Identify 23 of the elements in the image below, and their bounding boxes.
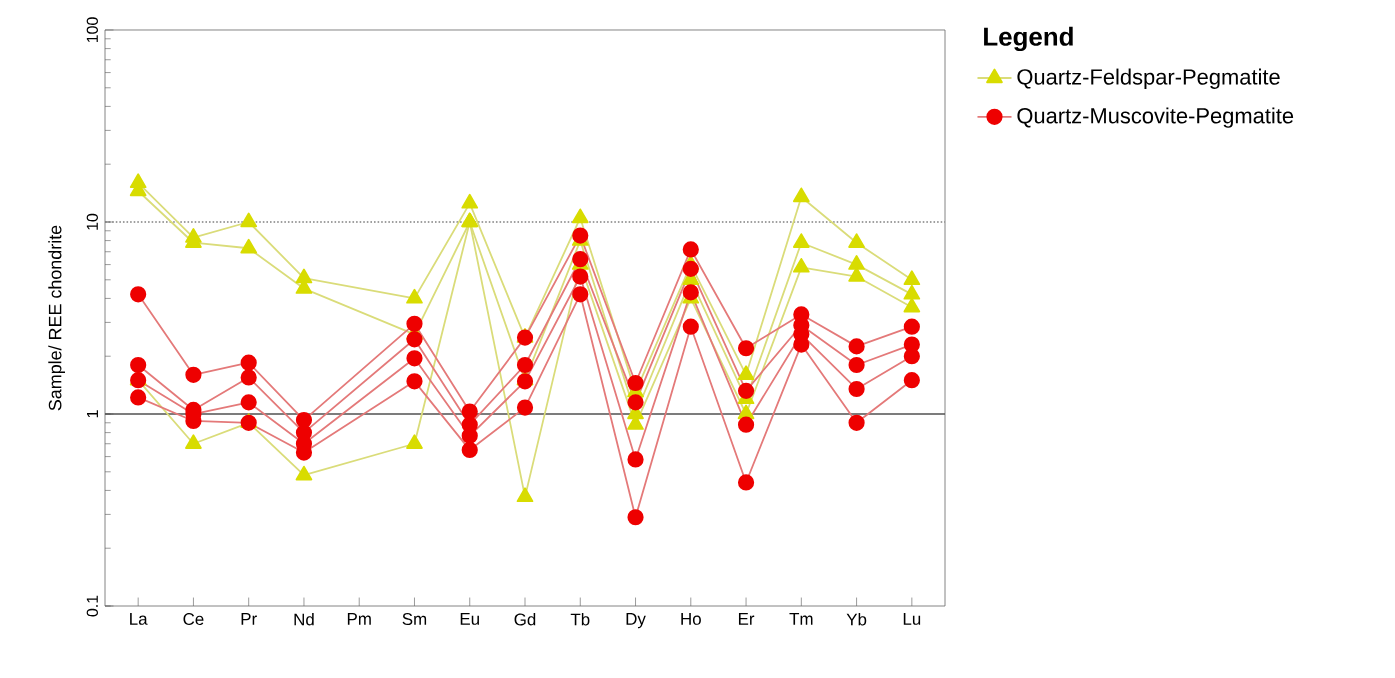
x-tick-label: Pm	[347, 613, 371, 625]
x-tick-label: Sm	[402, 613, 427, 626]
x-tick-label: Nd	[294, 613, 314, 626]
x-tick-label: Gd	[514, 613, 536, 626]
legend-label: Quartz-Feldspar-Pegmatite	[1017, 68, 1280, 89]
x-tick-label: Tm	[789, 613, 813, 625]
x-tick-label: Ce	[183, 613, 204, 626]
x-tick-label: Pr	[241, 613, 257, 625]
x-tick-label: Dy	[626, 613, 646, 629]
legend-title: Legend	[984, 26, 1073, 52]
y-tick-label: 100	[86, 17, 98, 43]
x-tick-label: Er	[738, 613, 755, 625]
x-tick-label: Yb	[846, 613, 867, 626]
x-tick-label: Ho	[681, 613, 701, 625]
y-tick-label: 0.1	[86, 595, 98, 617]
y-axis-title: Sample/ REE chondrite	[48, 225, 65, 411]
y-tick-label: 1	[87, 410, 98, 418]
x-tick-label: La	[130, 613, 148, 625]
y-tick-label: 10	[86, 213, 98, 230]
x-tick-label: Eu	[460, 613, 479, 625]
x-tick-label: Lu	[903, 613, 921, 625]
x-tick-label: Tb	[570, 613, 590, 626]
legend-label: Quartz-Muscovite-Pegmatite	[1017, 107, 1294, 128]
